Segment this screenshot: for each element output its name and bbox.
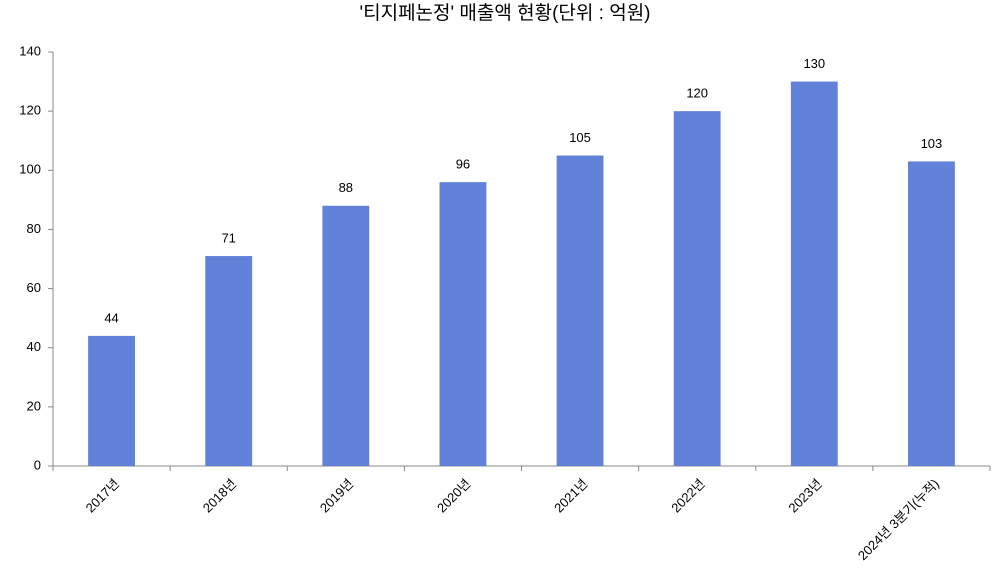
- x-tick-label: 2024년 3분기(누적): [855, 476, 942, 563]
- x-tick-label: 2022년: [668, 476, 708, 516]
- bar: [908, 161, 955, 466]
- x-tick-label: 2021년: [551, 476, 591, 516]
- bar: [790, 81, 838, 467]
- data-label: 130: [803, 56, 825, 71]
- y-tick-label: 80: [27, 221, 41, 236]
- data-label: 44: [104, 310, 118, 325]
- y-tick-label: 100: [19, 162, 41, 177]
- y-tick-label: 40: [27, 339, 41, 354]
- data-label: 96: [456, 157, 470, 172]
- y-tick-label: 20: [27, 398, 41, 413]
- chart-title: '티지페논정' 매출액 현황(단위 : 억원): [359, 2, 650, 24]
- x-tick-label: 2023년: [785, 476, 825, 516]
- data-label: 120: [686, 86, 708, 101]
- data-label: 103: [921, 136, 943, 151]
- bar: [439, 182, 487, 466]
- x-tick-label: 2020년: [434, 476, 474, 516]
- y-tick-label: 60: [27, 280, 41, 295]
- data-label: 105: [569, 130, 591, 145]
- x-tick-label: 2019년: [317, 476, 357, 516]
- x-tick-label: 2018년: [200, 476, 240, 516]
- bar: [205, 256, 253, 466]
- data-label: 88: [339, 180, 353, 195]
- bar: [673, 111, 721, 467]
- bar: [556, 155, 604, 466]
- x-tick-label: 2017년: [83, 476, 123, 516]
- data-label: 71: [221, 230, 235, 245]
- bar: [322, 205, 370, 466]
- y-tick-label: 0: [34, 457, 41, 472]
- y-tick-label: 140: [19, 43, 41, 58]
- y-tick-label: 120: [19, 103, 41, 118]
- bar: [88, 335, 135, 466]
